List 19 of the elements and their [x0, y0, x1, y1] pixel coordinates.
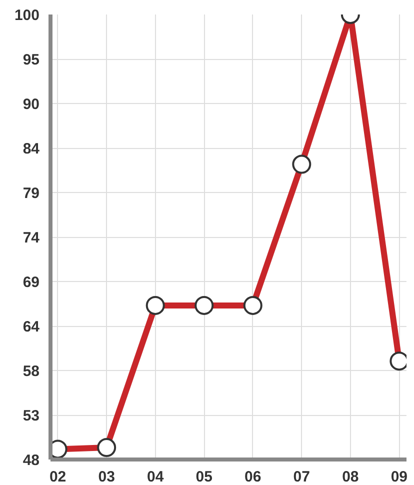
y-tick-label: 90 [22, 96, 40, 113]
x-tick-label: 09 [390, 468, 408, 485]
y-tick-label: 74 [22, 230, 40, 246]
y-tick-label: 95 [22, 52, 40, 68]
x-tick-label: 03 [98, 468, 115, 485]
y-tick-label: 84 [22, 140, 40, 158]
y-tick-label: 58 [22, 363, 40, 380]
y-tick-label: 64 [22, 318, 40, 336]
x-tick-label: 07 [293, 468, 310, 485]
x-tick-label: 06 [244, 468, 262, 485]
y-tick-label: 69 [22, 274, 40, 291]
y-tick-label: 100 [14, 7, 40, 24]
y-tick-label: 79 [22, 185, 40, 202]
y-tick-label: 48 [22, 452, 40, 469]
x-tick-label: 02 [49, 468, 66, 485]
x-tick-label: 05 [196, 468, 212, 485]
y-tick-label: 53 [22, 408, 40, 424]
x-tick-label: 08 [342, 468, 359, 485]
x-tick-label: 04 [147, 468, 164, 485]
